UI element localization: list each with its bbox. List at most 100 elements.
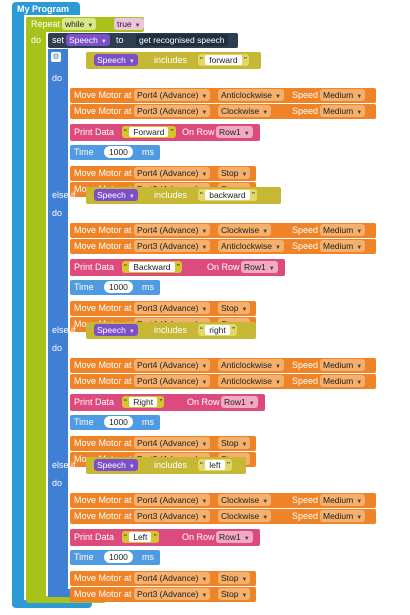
- move-motor-block[interactable]: Move Motor at Port4 (Advance) ▼ Anticlock…: [70, 358, 376, 373]
- speed-dropdown[interactable]: Medium ▼: [320, 224, 366, 236]
- print-text[interactable]: Backward: [129, 262, 175, 272]
- print-string[interactable]: “ Forward ”: [122, 126, 176, 138]
- direction-dropdown[interactable]: Anticlockwise ▼: [218, 240, 284, 252]
- print-data-block[interactable]: Print Data “ Backward ” On Row Row1 ▼: [70, 259, 285, 276]
- port-dropdown[interactable]: Port4 (Advance)▼: [134, 224, 211, 236]
- includes-condition[interactable]: Speech ▼ includes “ right ”: [86, 322, 256, 339]
- program-hat[interactable]: My Program: [12, 2, 80, 15]
- keyword-string[interactable]: “ left ”: [198, 459, 232, 471]
- keyword-string[interactable]: “ forward ”: [198, 54, 249, 66]
- speed-dropdown[interactable]: Medium ▼: [320, 375, 366, 387]
- move-motor-block[interactable]: Move Motor at Port3 (Advance) ▼ Clockwise…: [70, 509, 376, 524]
- time-block[interactable]: Time 1000 ms: [70, 280, 160, 295]
- speed-dropdown[interactable]: Medium ▼: [320, 105, 366, 117]
- keyword-text[interactable]: right: [205, 325, 230, 335]
- keyword-text[interactable]: forward: [205, 55, 242, 65]
- set-variable-dropdown[interactable]: Speech ▼: [66, 34, 110, 46]
- port-dropdown[interactable]: Port3 (Advance)▼: [134, 240, 211, 252]
- repeat-block[interactable]: Repeat while ▼ true ▼: [26, 17, 144, 32]
- row-dropdown[interactable]: Row1 ▼: [216, 126, 253, 138]
- time-block[interactable]: Time 1000 ms: [70, 415, 160, 430]
- row-dropdown[interactable]: Row1 ▼: [221, 396, 258, 408]
- print-data-block[interactable]: Print Data “ Left ” On Row Row1 ▼: [70, 529, 260, 546]
- speed-dropdown[interactable]: Medium ▼: [320, 89, 366, 101]
- stop-motor-block[interactable]: Move Motor at Port4 (Advance)▼ Stop▼: [70, 436, 256, 451]
- port-dropdown[interactable]: Port4 (Advance)▼: [134, 572, 211, 584]
- chevron-down-icon: ▼: [201, 172, 208, 178]
- keyword-string[interactable]: “ backward ”: [198, 189, 257, 201]
- keyword-text[interactable]: left: [205, 460, 225, 470]
- speed-label: Speed: [292, 225, 319, 235]
- speed-dropdown[interactable]: Medium ▼: [320, 359, 366, 371]
- stop-motor-block[interactable]: Move Motor at Port3 (Advance)▼ Stop▼: [70, 301, 256, 316]
- direction-dropdown[interactable]: Stop▼: [218, 588, 251, 600]
- port-dropdown[interactable]: Port4 (Advance)▼: [134, 167, 211, 179]
- direction-dropdown[interactable]: Stop▼: [218, 167, 251, 179]
- port-dropdown[interactable]: Port3 (Advance)▼: [134, 375, 211, 387]
- speed-dropdown[interactable]: Medium ▼: [320, 510, 366, 522]
- row-dropdown[interactable]: Row1 ▼: [216, 531, 253, 543]
- includes-condition[interactable]: Speech ▼ includes “ forward ”: [86, 52, 261, 69]
- set-block[interactable]: set Speech ▼ to get recognised speech: [48, 33, 238, 48]
- port-dropdown[interactable]: Port4 (Advance)▼: [134, 359, 211, 371]
- direction-dropdown[interactable]: Clockwise ▼: [218, 510, 272, 522]
- speed-dropdown[interactable]: Medium ▼: [320, 494, 366, 506]
- move-motor-block[interactable]: Move Motor at Port4 (Advance) ▼ Clockwise…: [70, 223, 376, 238]
- stop-motor-block[interactable]: Move Motor at Port3 (Advance)▼ Stop▼: [70, 587, 256, 602]
- get-recognised-speech[interactable]: get recognised speech: [136, 34, 228, 46]
- gear-icon[interactable]: ⚙: [51, 52, 61, 62]
- time-value[interactable]: 1000: [104, 281, 133, 293]
- time-value[interactable]: 1000: [104, 551, 133, 563]
- direction-dropdown[interactable]: Stop▼: [218, 437, 251, 449]
- stop-motor-block[interactable]: Move Motor at Port4 (Advance)▼ Stop▼: [70, 166, 256, 181]
- print-data-block[interactable]: Print Data “ Forward ” On Row Row1 ▼: [70, 124, 260, 141]
- row-dropdown[interactable]: Row1 ▼: [241, 261, 278, 273]
- port-dropdown[interactable]: Port3 (Advance)▼: [134, 302, 211, 314]
- time-value[interactable]: 1000: [104, 416, 133, 428]
- direction-dropdown[interactable]: Anticlockwise ▼: [218, 375, 284, 387]
- direction-dropdown[interactable]: Clockwise ▼: [218, 105, 272, 117]
- port-dropdown[interactable]: Port3 (Advance)▼: [134, 588, 211, 600]
- direction-dropdown[interactable]: Clockwise ▼: [218, 494, 272, 506]
- direction-dropdown[interactable]: Anticlockwise ▼: [218, 359, 284, 371]
- chevron-down-icon: ▼: [275, 94, 281, 100]
- chevron-down-icon: ▼: [356, 499, 363, 505]
- print-text[interactable]: Left: [129, 532, 152, 542]
- repeat-condition[interactable]: true ▼: [114, 18, 144, 30]
- print-text[interactable]: Forward: [129, 127, 169, 137]
- includes-condition[interactable]: Speech ▼ includes “ backward ”: [86, 187, 281, 204]
- direction-dropdown[interactable]: Stop▼: [218, 302, 251, 314]
- speech-variable[interactable]: Speech ▼: [94, 189, 138, 201]
- direction-dropdown[interactable]: Anticlockwise ▼: [218, 89, 284, 101]
- speech-variable[interactable]: Speech ▼: [94, 54, 138, 66]
- port-dropdown[interactable]: Port4 (Advance)▼: [134, 437, 211, 449]
- move-motor-block[interactable]: Move Motor at Port3 (Advance) ▼ Anticlock…: [70, 374, 376, 389]
- print-string[interactable]: “ Backward ”: [122, 261, 182, 273]
- keyword-text[interactable]: backward: [205, 190, 250, 200]
- port-dropdown[interactable]: Port4 (Advance)▼: [134, 89, 211, 101]
- speech-variable[interactable]: Speech ▼: [94, 459, 138, 471]
- repeat-mode-dropdown[interactable]: while ▼: [62, 18, 97, 30]
- chevron-down-icon: ▼: [356, 364, 363, 370]
- speech-variable[interactable]: Speech ▼: [94, 324, 138, 336]
- includes-condition[interactable]: Speech ▼ includes “ left ”: [86, 457, 246, 474]
- time-value[interactable]: 1000: [104, 146, 133, 158]
- print-text[interactable]: Right: [129, 397, 158, 407]
- print-data-block[interactable]: Print Data “ Right ” On Row Row1 ▼: [70, 394, 265, 411]
- keyword-string[interactable]: “ right ”: [198, 324, 237, 336]
- print-string[interactable]: “ Left ”: [122, 531, 159, 543]
- direction-dropdown[interactable]: Stop▼: [218, 572, 251, 584]
- move-motor-block[interactable]: Move Motor at Port3 (Advance) ▼ Anticlock…: [70, 239, 376, 254]
- move-motor-block[interactable]: Move Motor at Port4 (Advance) ▼ Anticlock…: [70, 88, 376, 103]
- speed-dropdown[interactable]: Medium ▼: [320, 240, 366, 252]
- port-dropdown[interactable]: Port3 (Advance)▼: [134, 105, 211, 117]
- print-string[interactable]: “ Right ”: [122, 396, 165, 408]
- stop-motor-block[interactable]: Move Motor at Port4 (Advance)▼ Stop▼: [70, 571, 256, 586]
- time-block[interactable]: Time 1000 ms: [70, 550, 160, 565]
- port-dropdown[interactable]: Port4 (Advance)▼: [134, 494, 211, 506]
- move-motor-block[interactable]: Move Motor at Port4 (Advance) ▼ Clockwise…: [70, 493, 376, 508]
- time-block[interactable]: Time 1000 ms: [70, 145, 160, 160]
- move-motor-block[interactable]: Move Motor at Port3 (Advance) ▼ Clockwise…: [70, 104, 376, 119]
- port-dropdown[interactable]: Port3 (Advance)▼: [134, 510, 211, 522]
- direction-dropdown[interactable]: Clockwise ▼: [218, 224, 272, 236]
